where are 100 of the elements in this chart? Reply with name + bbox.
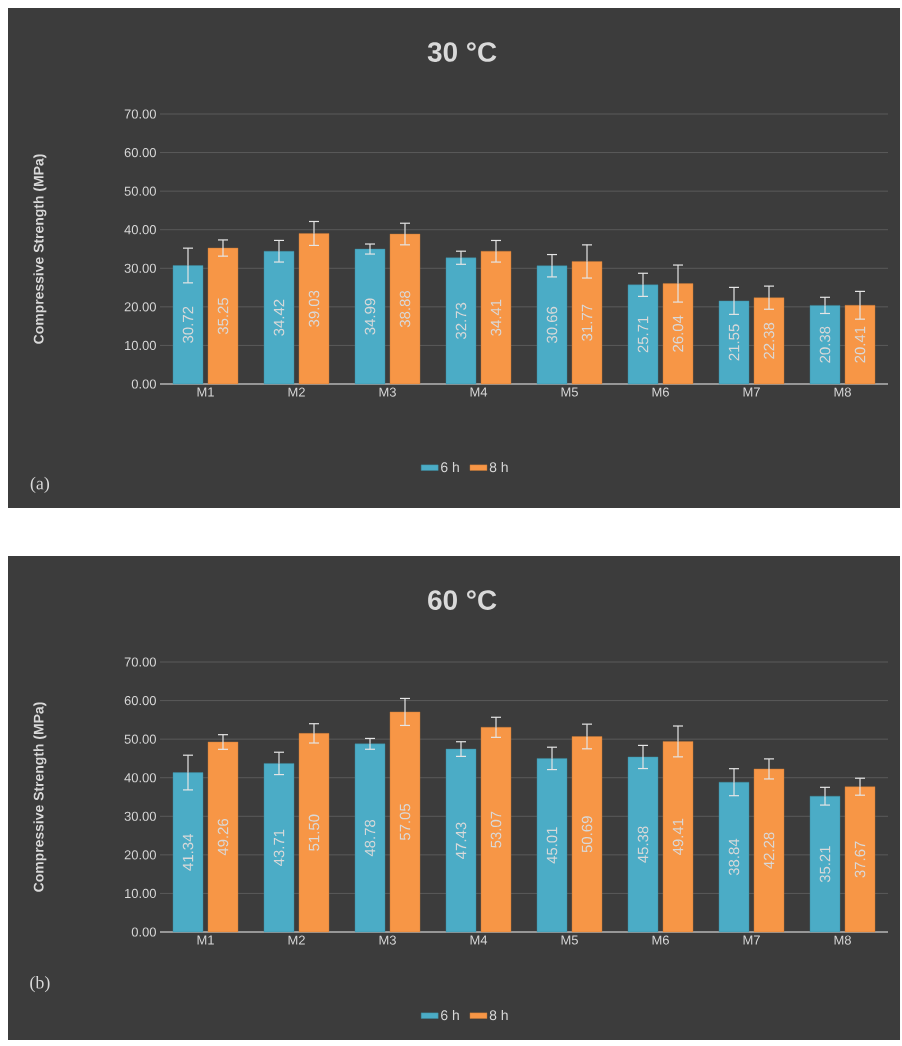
data-label: 25.71 — [637, 316, 649, 353]
y-tick-label: 30.00 — [124, 263, 156, 273]
y-tick-label: 60.00 — [124, 695, 156, 706]
data-label: 45.38 — [637, 826, 649, 863]
bar — [753, 768, 785, 933]
y-tick-label: 0.00 — [131, 927, 156, 937]
data-label: 34.42 — [273, 299, 285, 336]
bar — [662, 283, 694, 385]
data-label: 31.77 — [581, 304, 593, 341]
data-label: 47.43 — [455, 822, 467, 859]
text: (b) — [30, 975, 50, 993]
data-label: 38.84 — [728, 838, 740, 876]
y-tick-label: 60.00 — [124, 147, 156, 158]
bar — [809, 795, 841, 933]
y-tick-label: 50.00 — [124, 186, 156, 196]
x-tick-label: M4 — [470, 935, 488, 945]
bar — [627, 284, 659, 385]
bar — [571, 736, 603, 933]
data-label: 49.41 — [672, 818, 684, 856]
bar — [844, 786, 876, 933]
y-tick-label: 10.00 — [125, 340, 156, 351]
y-axis-title: Compressive Strength (MPa) — [33, 702, 47, 892]
y-axis-title: Compressive Strength (MPa) — [33, 154, 47, 344]
legend-label: 6 h — [441, 1009, 459, 1021]
legend-label: 6 h — [441, 461, 459, 473]
data-label: 53.07 — [490, 811, 502, 848]
data-label: 42.28 — [763, 832, 775, 869]
bar — [480, 727, 512, 933]
data-label: 49.26 — [217, 818, 229, 856]
data-label: 21.55 — [728, 324, 740, 361]
y-tick-label: 70.00 — [124, 657, 156, 667]
legend-label: 8 h — [489, 461, 508, 473]
data-label: 20.38 — [819, 326, 831, 363]
x-tick-label: M3 — [379, 387, 396, 397]
x-tick-label: M6 — [652, 387, 669, 397]
data-label: 45.01 — [546, 827, 558, 864]
bar — [718, 781, 750, 933]
data-label: 43.71 — [273, 829, 285, 867]
bar — [480, 251, 512, 385]
bar — [298, 733, 330, 933]
y-tick-label: 20.00 — [124, 850, 156, 860]
data-label: 41.34 — [182, 834, 194, 871]
bar — [263, 251, 295, 385]
x-tick-label: M5 — [561, 387, 578, 397]
x-tick-label: M6 — [652, 935, 669, 945]
data-label: 48.78 — [364, 819, 376, 857]
y-tick-label: 40.00 — [124, 773, 156, 783]
legend-label: 8 h — [489, 1009, 508, 1021]
y-tick-label: 70.00 — [124, 109, 156, 119]
x-tick-label: M5 — [561, 935, 578, 945]
bar — [753, 297, 785, 385]
bar — [207, 247, 239, 385]
bar — [445, 257, 477, 385]
data-label: 34.99 — [364, 298, 376, 335]
data-label: 32.73 — [455, 302, 467, 340]
y-tick-label: 50.00 — [124, 734, 156, 744]
y-tick-label: 10.00 — [125, 888, 156, 899]
data-label: 57.05 — [399, 803, 411, 841]
x-tick-label: M3 — [379, 935, 396, 945]
bar — [263, 763, 295, 933]
bar — [172, 772, 204, 933]
bar — [445, 748, 477, 933]
bar — [298, 233, 330, 385]
data-label: 35.25 — [217, 297, 229, 335]
x-tick-label: M8 — [834, 935, 851, 945]
x-tick-label: M4 — [470, 387, 488, 397]
x-tick-label: M1 — [197, 387, 214, 397]
bar — [354, 743, 386, 933]
data-label: 34.41 — [490, 299, 502, 336]
y-tick-label: 0.00 — [131, 379, 156, 389]
bar — [809, 305, 841, 385]
bar — [389, 233, 421, 385]
data-label: 35.21 — [819, 846, 831, 883]
bar — [172, 265, 204, 385]
y-tick-label: 30.00 — [124, 811, 156, 821]
data-label: 50.69 — [581, 816, 593, 853]
chart-title: 60 °C — [428, 590, 497, 610]
bar — [627, 756, 659, 933]
y-tick-label: 40.00 — [124, 225, 156, 235]
bar — [207, 741, 239, 933]
data-label: 51.50 — [308, 814, 320, 851]
data-label: 20.41 — [854, 326, 866, 363]
bar — [354, 248, 386, 385]
text: (a) — [30, 476, 50, 494]
x-tick-label: M1 — [197, 935, 214, 945]
x-tick-label: M8 — [834, 387, 851, 397]
data-label: 39.03 — [308, 290, 320, 327]
x-tick-label: M7 — [743, 935, 760, 945]
data-label: 38.88 — [399, 290, 411, 328]
bar — [389, 711, 421, 933]
data-label: 37.67 — [854, 841, 866, 878]
data-label: 30.66 — [546, 306, 558, 343]
x-tick-label: M2 — [288, 387, 305, 397]
data-label: 22.38 — [763, 322, 775, 359]
bar — [718, 300, 750, 385]
chart-title: 30 °C — [427, 42, 497, 62]
bar — [536, 265, 568, 385]
data-label: 30.72 — [182, 306, 194, 343]
x-tick-label: M2 — [288, 935, 305, 945]
bar — [844, 305, 876, 385]
